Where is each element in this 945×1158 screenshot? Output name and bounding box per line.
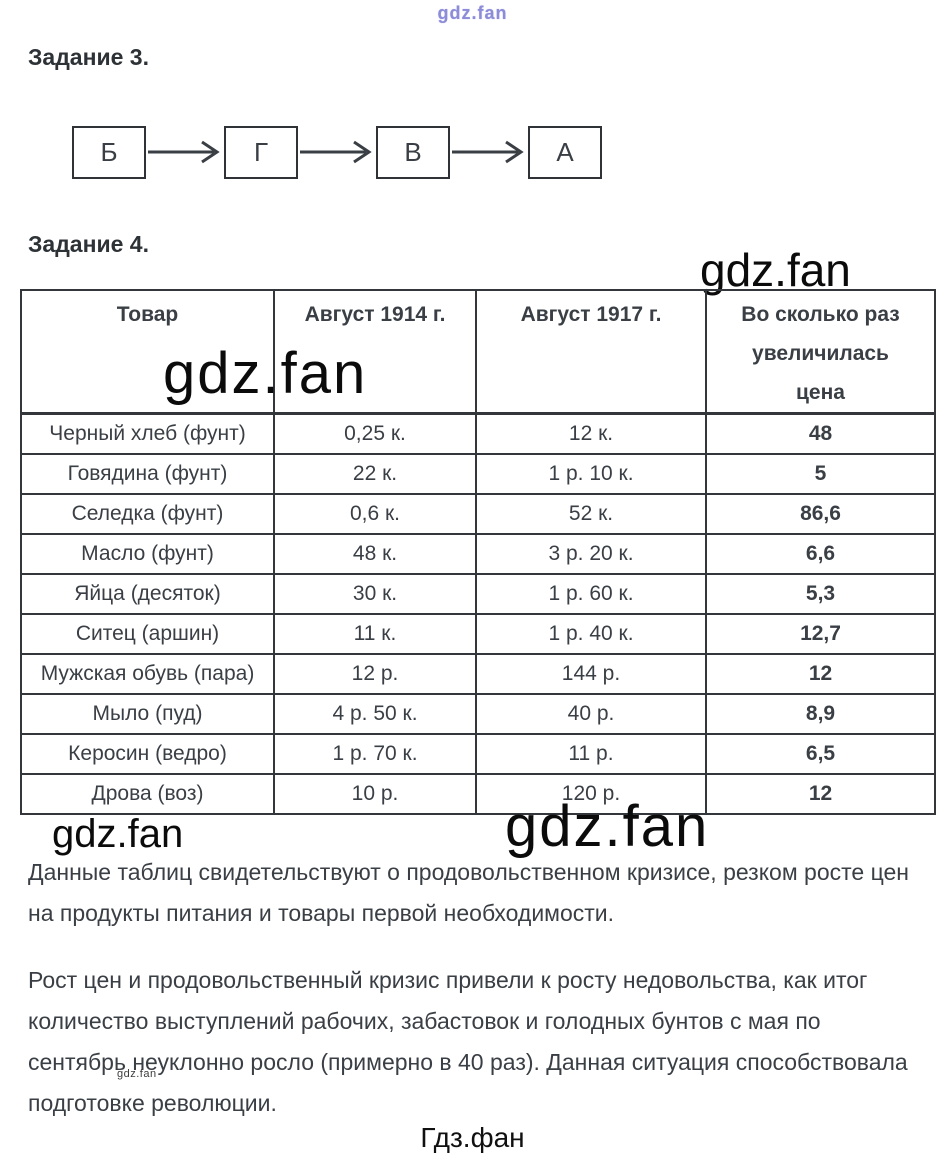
cell-aug1914: 10 р. <box>273 773 477 815</box>
table-row: Ситец (аршин) 11 к. 1 р. 40 к. 12,7 <box>20 613 936 655</box>
cell-product: Ситец (аршин) <box>20 613 275 655</box>
flowchart: Б Г В А <box>72 126 602 179</box>
cell-aug1917: 1 р. 60 к. <box>475 573 707 615</box>
cell-aug1914: 48 к. <box>273 533 477 575</box>
table-row: Мужская обувь (пара) 12 р. 144 р. 12 <box>20 653 936 695</box>
cell-product: Селедка (фунт) <box>20 493 275 535</box>
cell-ratio: 5,3 <box>705 573 936 615</box>
cell-aug1917: 12 к. <box>475 412 707 455</box>
table-row: Говядина (фунт) 22 к. 1 р. 10 к. 5 <box>20 453 936 495</box>
col-header-ratio: Во сколько раз увеличилась цена <box>705 289 936 415</box>
task4-heading: Задание 4. <box>28 231 149 257</box>
site-watermark-below-left: gdz.fan <box>52 812 184 856</box>
cell-product: Черный хлеб (фунт) <box>20 412 275 455</box>
cell-product: Дрова (воз) <box>20 773 275 815</box>
table-header-row: Товар Август 1914 г. Август 1917 г. Во с… <box>20 289 936 415</box>
table-row: Дрова (воз) 10 р. 120 р. 12 <box>20 773 936 815</box>
table-row: Селедка (фунт) 0,6 к. 52 к. 86,6 <box>20 493 936 535</box>
col-header-product: Товар <box>20 289 275 415</box>
cell-product: Масло (фунт) <box>20 533 275 575</box>
cell-ratio: 12 <box>705 773 936 815</box>
cell-product: Яйца (десяток) <box>20 573 275 615</box>
table-row: Керосин (ведро) 1 р. 70 к. 11 р. 6,5 <box>20 733 936 775</box>
price-table: Товар Август 1914 г. Август 1917 г. Во с… <box>20 289 936 815</box>
cell-aug1914: 22 к. <box>273 453 477 495</box>
site-watermark-tiny: gdz.fan <box>117 1068 157 1080</box>
table-row: Яйца (десяток) 30 к. 1 р. 60 к. 5,3 <box>20 573 936 615</box>
cell-aug1917: 11 р. <box>475 733 707 775</box>
answer-paragraph-2: Рост цен и продовольственный кризис прив… <box>28 967 908 1116</box>
cell-aug1914: 11 к. <box>273 613 477 655</box>
table-row: Мыло (пуд) 4 р. 50 к. 40 р. 8,9 <box>20 693 936 735</box>
cell-aug1917: 1 р. 40 к. <box>475 613 707 655</box>
flow-node-a: А <box>528 126 602 179</box>
cell-ratio: 86,6 <box>705 493 936 535</box>
cell-aug1914: 1 р. 70 к. <box>273 733 477 775</box>
cell-product: Мыло (пуд) <box>20 693 275 735</box>
cell-product: Керосин (ведро) <box>20 733 275 775</box>
answer-paragraph-1: Данные таблиц свидетельствуют о продовол… <box>28 859 909 926</box>
cell-ratio: 48 <box>705 412 936 455</box>
cell-aug1917: 144 р. <box>475 653 707 695</box>
footer-brand: Гдз.фан <box>420 1122 525 1153</box>
cell-aug1914: 12 р. <box>273 653 477 695</box>
cell-aug1917: 3 р. 20 к. <box>475 533 707 575</box>
cell-product: Мужская обувь (пара) <box>20 653 275 695</box>
flow-node-g: Г <box>224 126 298 179</box>
cell-ratio: 12,7 <box>705 613 936 655</box>
flow-node-b: Б <box>72 126 146 179</box>
cell-ratio: 6,6 <box>705 533 936 575</box>
cell-ratio: 8,9 <box>705 693 936 735</box>
flow-node-v: В <box>376 126 450 179</box>
cell-aug1917: 120 р. <box>475 773 707 815</box>
site-watermark-below-center: gdz.fan <box>505 794 710 859</box>
cell-aug1917: 40 р. <box>475 693 707 735</box>
site-watermark-table: gdz.fan <box>163 341 368 406</box>
site-watermark-task4: gdz.fan <box>700 244 851 296</box>
cell-ratio: 12 <box>705 653 936 695</box>
cell-ratio: 6,5 <box>705 733 936 775</box>
cell-aug1914: 4 р. 50 к. <box>273 693 477 735</box>
cell-aug1917: 52 к. <box>475 493 707 535</box>
site-watermark-top: gdz.fan <box>437 3 508 23</box>
cell-aug1914: 30 к. <box>273 573 477 615</box>
col-header-aug1917: Август 1917 г. <box>475 289 707 415</box>
cell-ratio: 5 <box>705 453 936 495</box>
cell-product: Говядина (фунт) <box>20 453 275 495</box>
col-header-aug1914: Август 1914 г. <box>273 289 477 415</box>
cell-aug1917: 1 р. 10 к. <box>475 453 707 495</box>
cell-aug1914: 0,25 к. <box>273 412 477 455</box>
cell-aug1914: 0,6 к. <box>273 493 477 535</box>
table-row: Масло (фунт) 48 к. 3 р. 20 к. 6,6 <box>20 533 936 575</box>
table-row: Черный хлеб (фунт) 0,25 к. 12 к. 48 <box>20 412 936 455</box>
arrow-right-icon <box>300 140 372 164</box>
arrow-right-icon <box>148 140 220 164</box>
arrow-right-icon <box>452 140 524 164</box>
task3-heading: Задание 3. <box>28 44 149 70</box>
